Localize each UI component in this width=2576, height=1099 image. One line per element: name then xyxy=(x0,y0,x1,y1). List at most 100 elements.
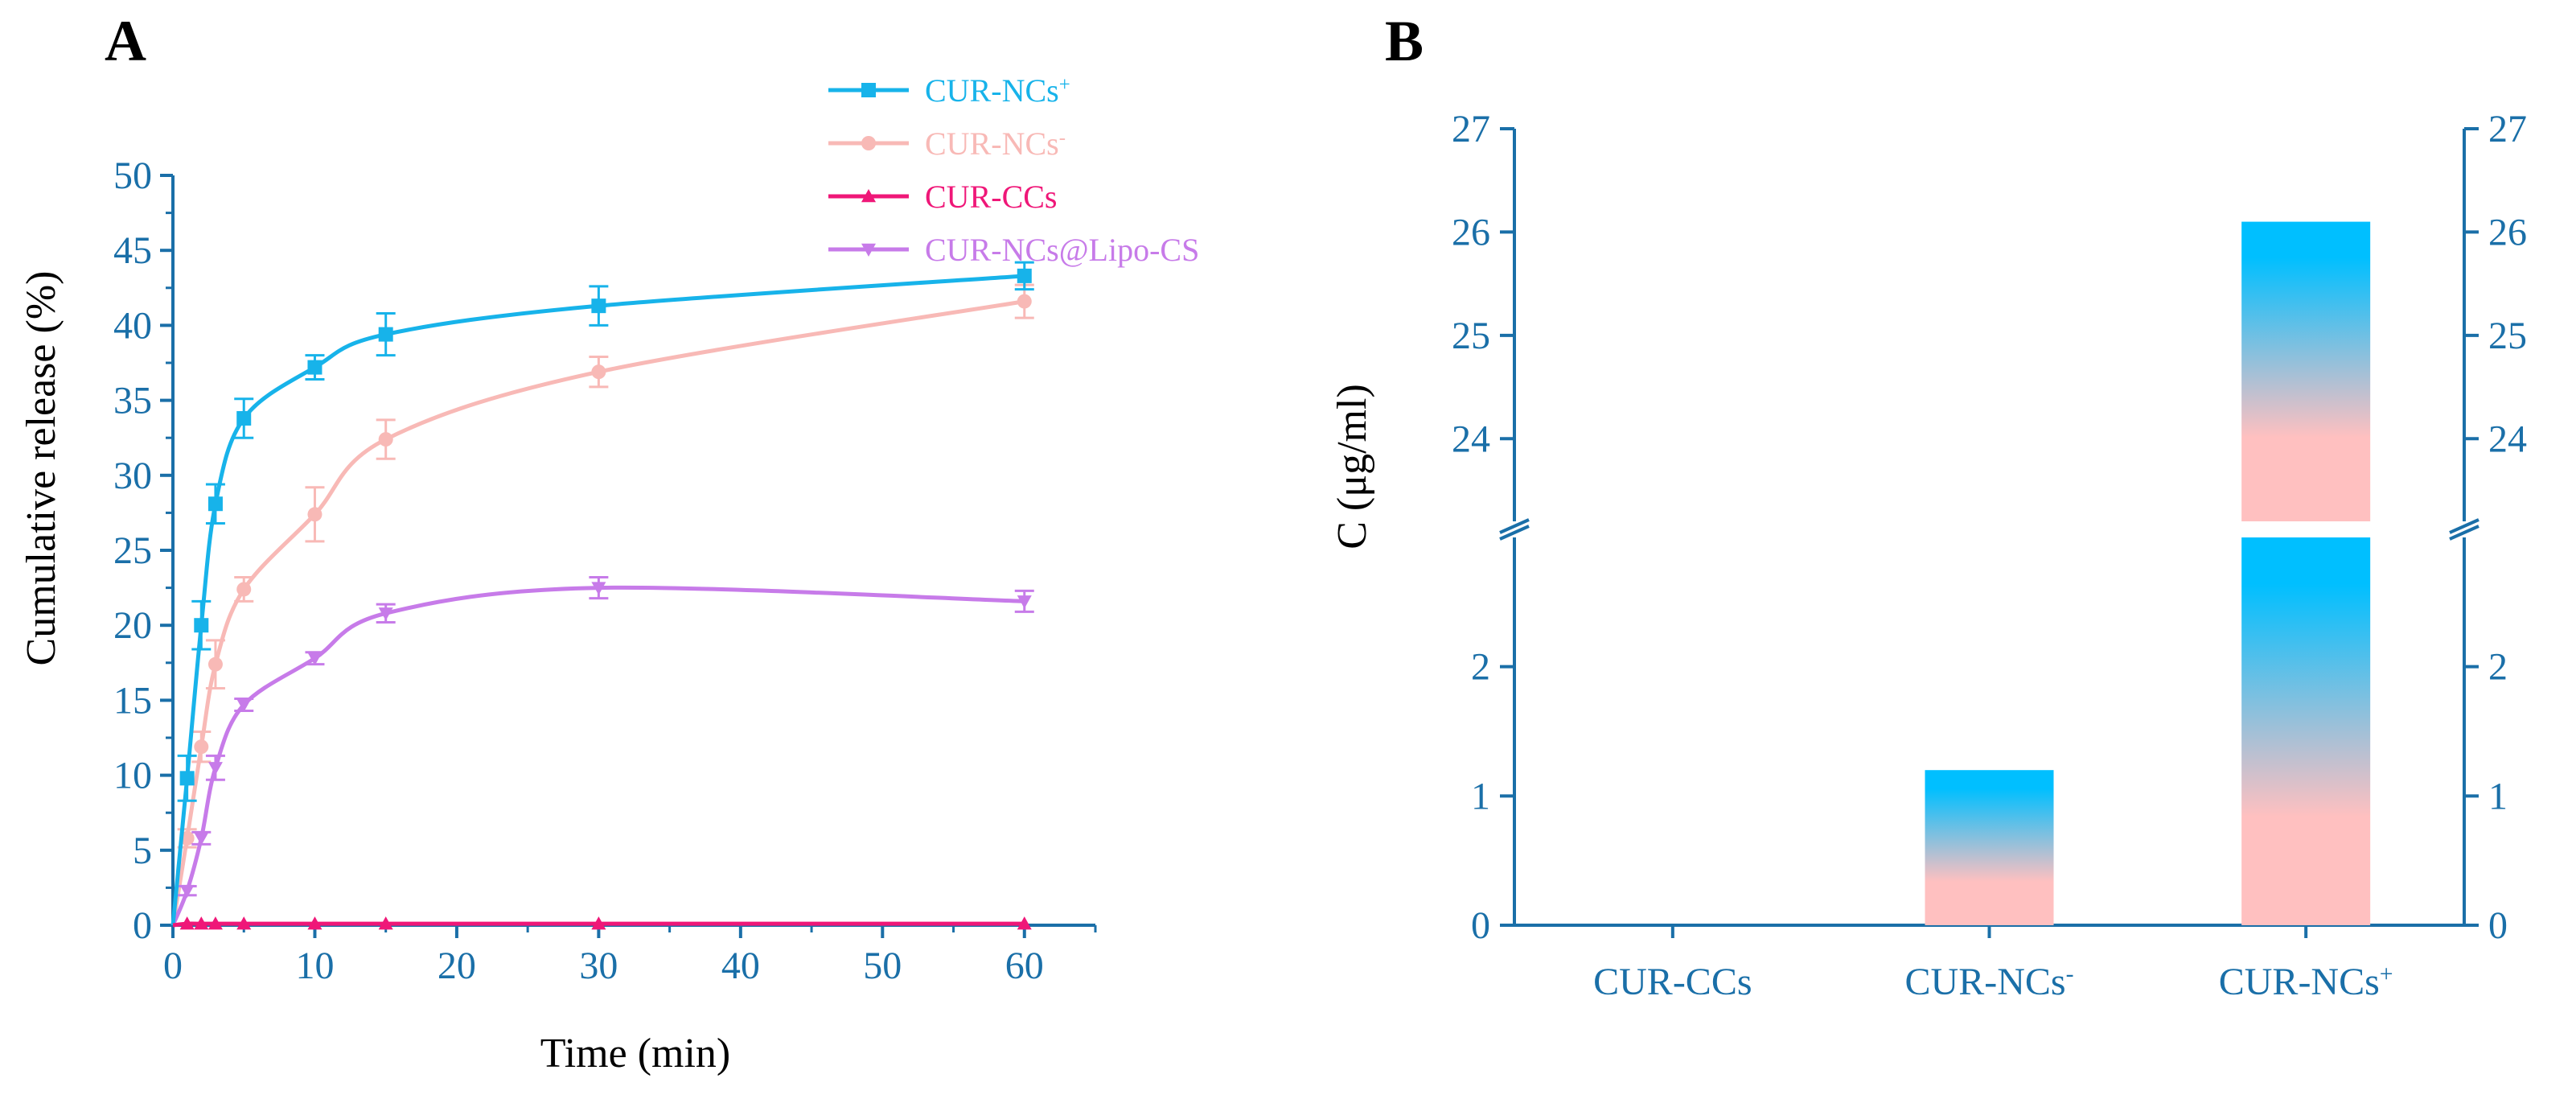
legend-label-1: CUR-NCs- xyxy=(925,126,1066,162)
series-2-point xyxy=(378,916,393,930)
panel-b-y-axis-title: C (μg/ml) xyxy=(1329,384,1375,550)
series-3-point xyxy=(207,762,223,776)
panel-b-category-label-2-superscript: + xyxy=(2380,961,2393,987)
panel-a-y-tick-label: 25 xyxy=(113,529,152,572)
panel-b-axis-break-mark xyxy=(2449,518,2479,534)
panel-a-y-tick-label: 0 xyxy=(133,904,152,947)
series-3-point xyxy=(591,582,606,595)
panel-a-release-chart: A 0 5 10 15 20 25 30 35 40 45 50 0 10 20 30 40 50 60 Cumu… xyxy=(18,9,1199,1076)
series-line-1 xyxy=(171,299,1025,926)
series-3-group xyxy=(171,576,1034,926)
panel-b-left-tick-label: 2 xyxy=(1471,646,1490,689)
series-1-point xyxy=(378,432,393,447)
panel-a-x-tick-label: 20 xyxy=(438,945,476,987)
legend-label-2-text: CUR-CCs xyxy=(925,179,1058,215)
panel-b-right-tick-label: 0 xyxy=(2488,904,2508,947)
legend-label-0: CUR-NCs+ xyxy=(925,72,1070,109)
series-3-point xyxy=(1017,595,1032,609)
panel-b-right-tick-label: 26 xyxy=(2488,211,2527,253)
legend-label-2: CUR-CCs xyxy=(925,179,1058,215)
panel-a-y-tick-label: 45 xyxy=(113,229,152,272)
legend-label-0-superscript: + xyxy=(1059,74,1070,96)
panel-b-right-tick-label: 25 xyxy=(2488,315,2527,357)
series-0-point xyxy=(179,771,195,786)
panel-a-data-layer xyxy=(171,261,1034,930)
panel-b-left-tick-label: 26 xyxy=(1452,211,1490,253)
panel-b-axis-break-mark xyxy=(1499,518,1530,534)
panel-b-category-label-2-text: CUR-NCs xyxy=(2219,961,2380,1003)
series-1-point xyxy=(1017,294,1032,309)
series-0-point xyxy=(1017,268,1032,283)
panel-b-left-tick-label: 25 xyxy=(1452,315,1490,357)
series-0-point xyxy=(307,360,323,375)
series-3-point xyxy=(236,698,252,712)
panel-a-y-axis-title: Cumulative release (%) xyxy=(18,271,64,666)
panel-b-right-tick-label: 24 xyxy=(2488,418,2527,460)
legend-label-1-text: CUR-NCs xyxy=(925,126,1059,162)
panel-label-a: A xyxy=(105,9,146,73)
legend-marker-1 xyxy=(861,136,876,150)
series-3-point xyxy=(378,607,393,621)
series-line-3 xyxy=(171,585,1025,926)
series-2-point xyxy=(194,916,209,930)
panel-b-right-tick-label: 27 xyxy=(2488,108,2527,150)
series-line-0 xyxy=(171,274,1025,926)
series-0-point xyxy=(591,298,606,314)
series-1-point xyxy=(591,364,606,380)
legend-marker-2 xyxy=(861,189,876,203)
series-3-point xyxy=(307,652,323,666)
bar-1 xyxy=(1925,770,2054,925)
panel-b-category-label-0: CUR-CCs xyxy=(1593,961,1752,1003)
series-2-point xyxy=(207,916,223,930)
bar-2-upper-segment xyxy=(2241,221,2371,521)
panel-b-data-layer xyxy=(1925,221,2371,925)
panel-b-left-tick-label: 1 xyxy=(1471,775,1490,817)
series-0-point xyxy=(236,410,252,426)
panel-a-x-tick-label: 0 xyxy=(163,945,183,987)
panel-a-x-tick-label: 40 xyxy=(721,945,760,987)
series-1-point xyxy=(207,657,223,672)
series-1-point xyxy=(194,739,209,755)
panel-a-y-tick-label: 20 xyxy=(113,604,152,647)
panel-b-right-tick-label: 1 xyxy=(2488,775,2508,817)
legend-label-3-text: CUR-NCs@Lipo-CS xyxy=(925,232,1199,268)
legend-marker-0 xyxy=(861,83,876,97)
panel-a-axes-layer: 0 5 10 15 20 25 30 35 40 45 50 0 10 20 30 40 50 60 xyxy=(113,154,1097,987)
panel-a-x-tick-label: 10 xyxy=(295,945,334,987)
panel-b-category-label-2: CUR-NCs+ xyxy=(2219,961,2393,1004)
legend-marker-3 xyxy=(861,243,876,257)
panel-a-y-tick-label: 5 xyxy=(133,829,152,872)
series-2-point xyxy=(236,916,252,930)
panel-a-y-tick-label: 10 xyxy=(113,755,152,797)
bar-2-lower-segment xyxy=(2241,537,2371,925)
series-3-point xyxy=(194,832,209,846)
series-2-point xyxy=(591,916,606,930)
panel-a-y-tick-label: 50 xyxy=(113,154,152,197)
panel-a-x-tick-label: 50 xyxy=(863,945,902,987)
panel-a-x-axis-title: Time (min) xyxy=(540,1031,730,1076)
panel-b-category-label-1-superscript: - xyxy=(2066,961,2074,987)
series-0-point xyxy=(194,618,209,633)
panel-label-b: B xyxy=(1385,9,1424,73)
series-0-group xyxy=(171,261,1034,926)
panel-b-left-tick-label: 24 xyxy=(1452,418,1490,460)
panel-a-y-tick-label: 15 xyxy=(113,679,152,722)
series-1-point xyxy=(236,582,252,597)
panel-a-y-tick-label: 30 xyxy=(113,455,152,497)
series-0-point xyxy=(207,496,223,512)
series-1-point xyxy=(307,507,323,522)
legend-label-1-superscript: - xyxy=(1059,127,1066,149)
panel-a-y-tick-label: 35 xyxy=(113,380,152,422)
series-2-point xyxy=(179,916,195,930)
series-3-point xyxy=(179,884,195,899)
panel-b-axis-break-mark xyxy=(2449,525,2479,541)
panel-b-axis-break-mark xyxy=(1499,525,1530,541)
panel-b-category-label-0-text: CUR-CCs xyxy=(1593,961,1752,1003)
panel-b-right-tick-label: 2 xyxy=(2488,646,2508,689)
series-2-point xyxy=(307,916,323,930)
series-0-point xyxy=(378,327,393,342)
